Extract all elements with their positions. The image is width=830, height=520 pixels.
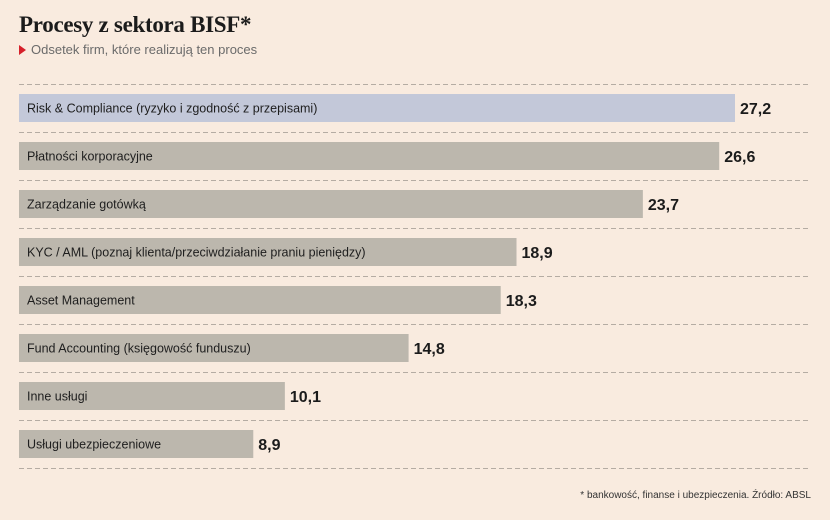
bar: [19, 334, 409, 362]
bar: [19, 430, 254, 458]
chart-title: Procesy z sektora BISF*: [19, 12, 252, 37]
bar-value-label: 8,9: [258, 437, 280, 454]
subtitle-text: Odsetek firm, które realizują ten proces: [31, 42, 258, 57]
footnote: * bankowość, finanse i ubezpieczenia. Źr…: [580, 490, 811, 501]
bar-category-label: Fund Accounting (księgowość funduszu): [27, 342, 251, 356]
chart-subtitle: Odsetek firm, które realizują ten proces: [19, 42, 257, 57]
bar-value-label: 26,6: [724, 149, 755, 166]
bar-value-label: 18,3: [506, 293, 537, 310]
bar: [19, 238, 517, 266]
bar: [19, 94, 735, 122]
bar-category-label: Zarządzanie gotówką: [27, 198, 146, 212]
bar-value-label: 10,1: [290, 389, 321, 406]
bar: [19, 190, 643, 218]
bar: [19, 142, 720, 170]
bar: [19, 382, 285, 410]
bar-category-label: KYC / AML (poznaj klienta/przeciwdziałan…: [27, 246, 366, 260]
bar-category-label: Usługi ubezpieczeniowe: [27, 438, 161, 452]
bar-value-label: 27,2: [740, 101, 771, 118]
bar: [19, 286, 501, 314]
bar-category-label: Inne usługi: [27, 390, 87, 404]
bar-value-label: 18,9: [522, 245, 553, 262]
triangle-marker-icon: [19, 44, 26, 55]
bar-category-label: Asset Management: [27, 294, 135, 308]
bar-category-label: Płatności korporacyjne: [27, 150, 153, 164]
bar-value-label: 23,7: [648, 197, 679, 214]
bar-value-label: 14,8: [414, 341, 445, 358]
bar-chart: Risk & Compliance (ryzyko i zgodność z p…: [19, 84, 810, 469]
bar-category-label: Risk & Compliance (ryzyko i zgodność z p…: [27, 102, 317, 116]
